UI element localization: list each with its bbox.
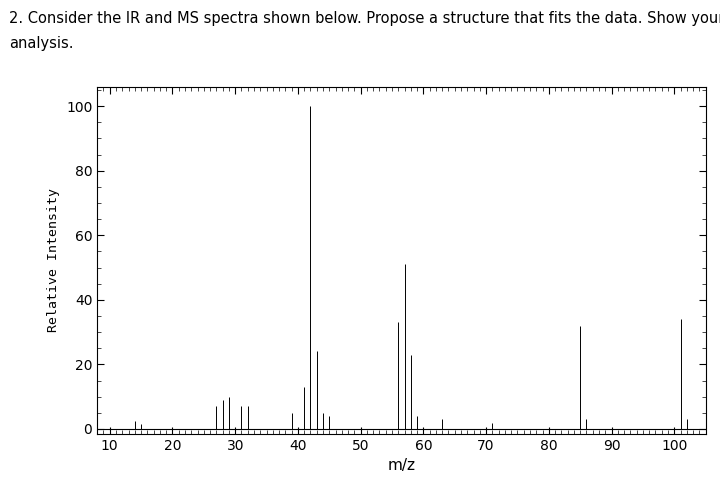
Text: analysis.: analysis.	[9, 36, 74, 51]
Y-axis label: Relative Intensity: Relative Intensity	[48, 188, 60, 332]
Text: 2. Consider the IR and MS spectra shown below. Propose a structure that fits the: 2. Consider the IR and MS spectra shown …	[9, 11, 720, 26]
X-axis label: m/z: m/z	[387, 458, 415, 473]
